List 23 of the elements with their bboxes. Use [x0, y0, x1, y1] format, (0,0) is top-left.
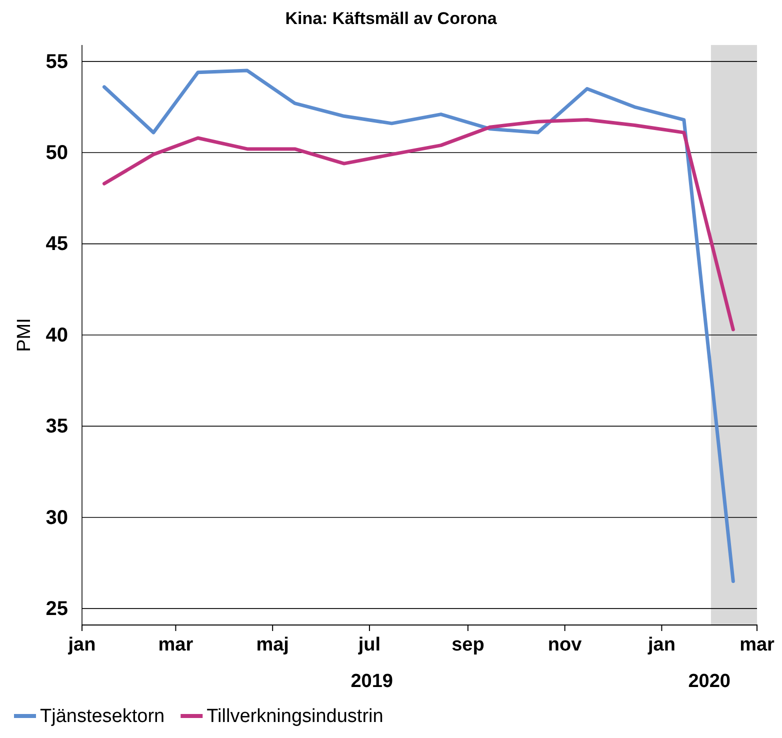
line-series: [102, 118, 735, 332]
text: 2019: [350, 671, 393, 692]
x-tick-label: mar: [158, 634, 194, 656]
x-tick-label: sep: [452, 634, 484, 656]
x-tick-label: jul: [357, 634, 381, 656]
x-tick-label: maj: [256, 634, 289, 656]
y-tick-label: 30: [46, 506, 68, 529]
legend-label: Tjänstesektorn: [40, 706, 165, 727]
y-tick-label: 40: [46, 324, 68, 346]
x-tick-label: mar: [740, 634, 776, 656]
line-series: [102, 68, 735, 583]
legend-label: Tillverkningsindustrin: [206, 706, 384, 727]
y-tick-label: 50: [46, 142, 68, 164]
y-tick-label: 45: [46, 233, 68, 256]
x-tick-label: nov: [548, 634, 582, 656]
y-tick-label: 55: [46, 50, 68, 73]
x-tick-label: jan: [67, 634, 96, 656]
chart-title: Kina: Käftsmäll av Corona: [285, 9, 498, 28]
y-tick-label: 25: [46, 598, 68, 620]
y-axis-title: PMI: [14, 318, 35, 352]
y-tick-label: 35: [46, 416, 68, 438]
text: 2020: [688, 671, 730, 692]
x-tick-label: jan: [646, 634, 676, 656]
